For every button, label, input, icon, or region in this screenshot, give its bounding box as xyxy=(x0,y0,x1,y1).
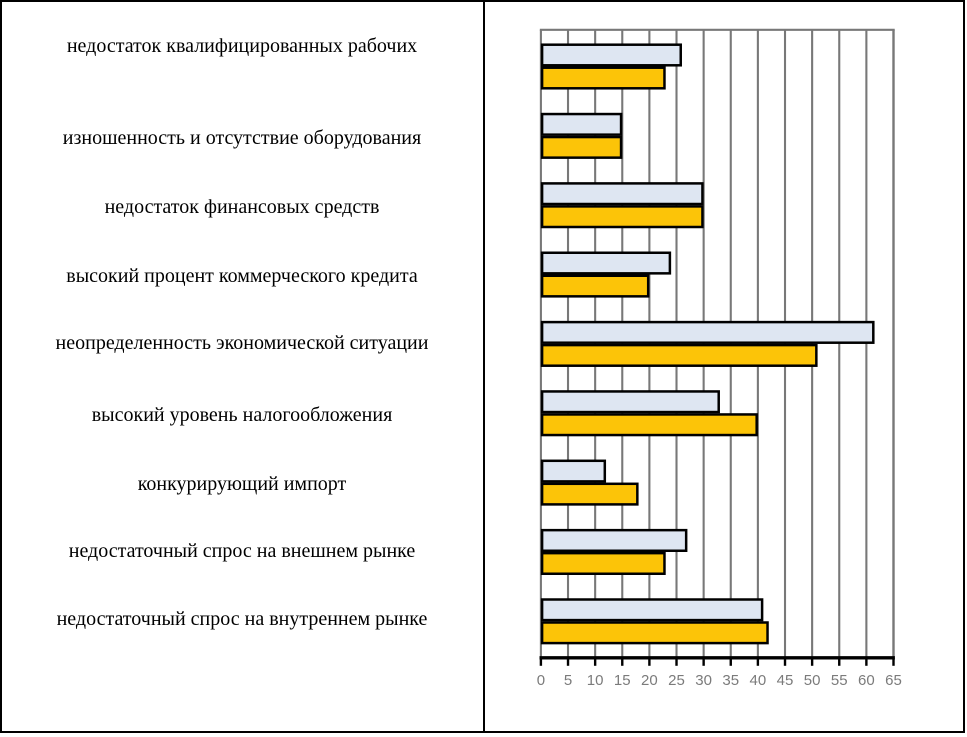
svg-text:15: 15 xyxy=(614,672,631,689)
svg-text:45: 45 xyxy=(777,672,794,689)
svg-text:55: 55 xyxy=(831,672,848,689)
svg-text:20: 20 xyxy=(641,672,658,689)
svg-text:50: 50 xyxy=(804,672,821,689)
svg-text:40: 40 xyxy=(750,672,767,689)
svg-text:60: 60 xyxy=(858,672,875,689)
svg-text:0: 0 xyxy=(537,672,545,689)
svg-text:25: 25 xyxy=(668,672,685,689)
svg-text:65: 65 xyxy=(885,672,902,689)
svg-text:10: 10 xyxy=(587,672,604,689)
svg-text:35: 35 xyxy=(722,672,739,689)
svg-text:5: 5 xyxy=(564,672,572,689)
svg-text:30: 30 xyxy=(695,672,712,689)
